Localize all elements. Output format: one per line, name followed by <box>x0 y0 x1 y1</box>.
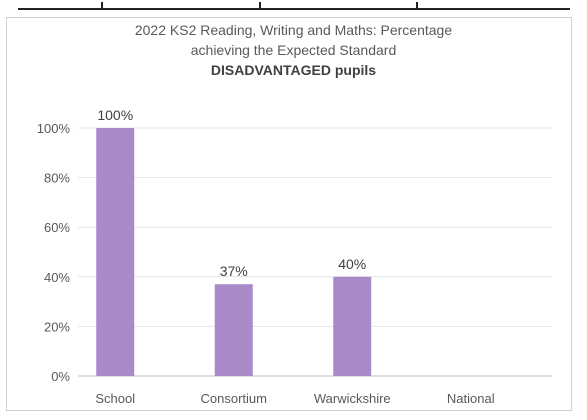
y-tick-label: 40% <box>44 270 70 285</box>
chart-title-line-2: achieving the Expected Standard <box>190 42 397 58</box>
data-label: 40% <box>338 256 366 272</box>
y-tick-label: 80% <box>44 171 70 186</box>
top-border-tick <box>259 2 261 10</box>
x-tick-label: Consortium <box>201 391 267 406</box>
y-tick-label: 0% <box>51 369 70 384</box>
x-tick-label: Warwickshire <box>314 391 391 406</box>
bar <box>214 284 253 376</box>
x-tick-label: National <box>447 391 495 406</box>
data-label: 100% <box>97 107 133 123</box>
chart-title-line-3: DISADVANTAGED pupils <box>210 62 377 78</box>
data-label: 37% <box>220 263 248 279</box>
bar <box>333 276 372 376</box>
top-border-line <box>18 8 570 10</box>
y-tick-label: 20% <box>44 319 70 334</box>
y-tick-label: 100% <box>37 121 71 136</box>
top-border-tick <box>416 2 418 10</box>
x-tick-label: School <box>95 391 135 406</box>
bar <box>96 128 135 376</box>
chart-title-line-1: 2022 KS2 Reading, Writing and Maths: Per… <box>134 22 453 38</box>
y-tick-label: 60% <box>44 220 70 235</box>
top-border-tick <box>101 2 103 10</box>
